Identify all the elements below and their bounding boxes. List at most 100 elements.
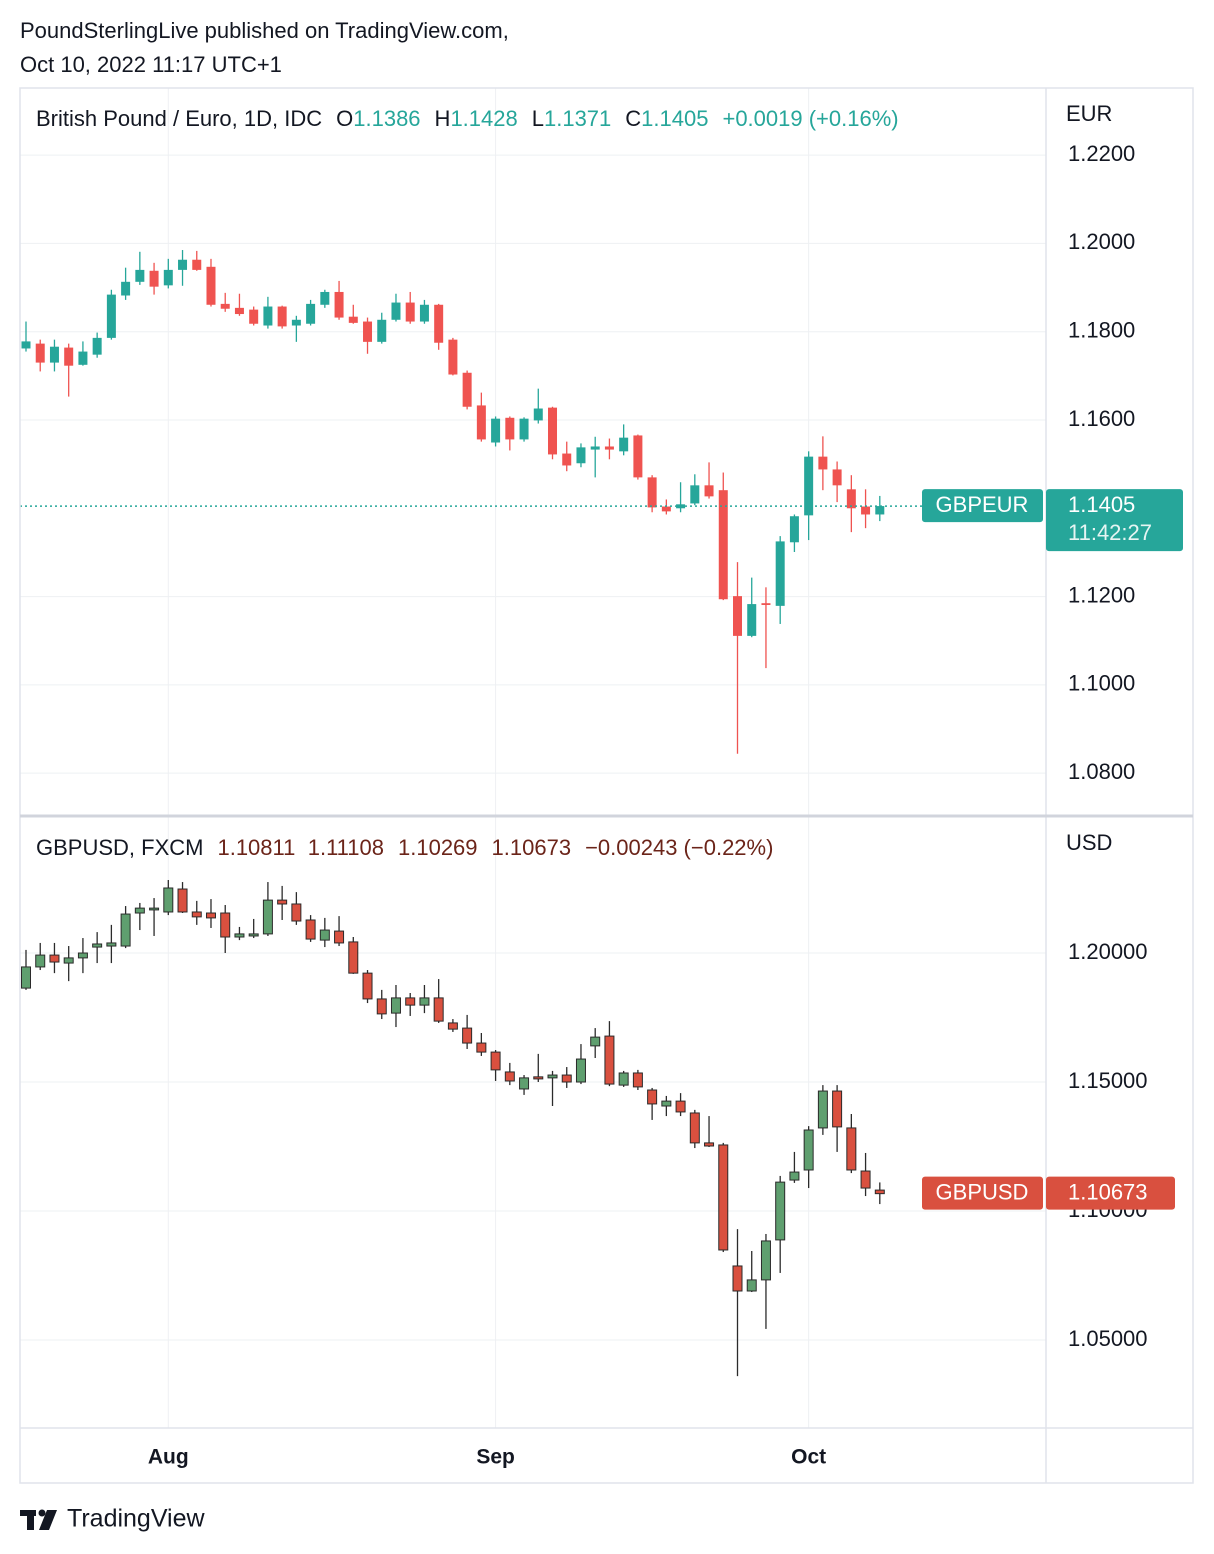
y-tick-label: 1.1000	[1068, 671, 1135, 696]
candle-body	[277, 899, 288, 905]
price-label-box	[1046, 489, 1183, 552]
legend-value: 1.10673	[492, 835, 572, 860]
legend-value: 1.10811	[217, 835, 295, 860]
y-tick-label: 1.20000	[1068, 939, 1148, 964]
price-label-box	[1046, 1176, 1175, 1210]
candle-body	[760, 1240, 771, 1281]
candle-body	[391, 302, 401, 320]
candle-body	[462, 1027, 473, 1044]
candle-body	[376, 998, 387, 1015]
candle-body	[690, 485, 700, 504]
candle-body	[234, 933, 245, 938]
candle-body	[92, 943, 103, 948]
candle-body	[291, 903, 302, 922]
symbol-label-box	[922, 1176, 1043, 1210]
candle-body	[177, 888, 188, 913]
candle-body	[647, 1089, 658, 1105]
candle-body	[476, 1042, 487, 1053]
candle-body	[305, 919, 316, 940]
candle-body	[533, 408, 543, 421]
candle-body	[874, 1189, 885, 1195]
candle-body	[405, 302, 415, 322]
candle-body	[817, 1090, 828, 1129]
candle-body	[590, 1036, 601, 1047]
header-publisher: PoundSterlingLive published on TradingVi…	[20, 18, 509, 43]
candle-body	[63, 957, 74, 964]
price-axis-unit: EUR	[1066, 101, 1112, 126]
candle-body	[149, 907, 160, 911]
candle-body	[803, 1129, 814, 1171]
candle-body	[348, 941, 359, 974]
candle-body	[704, 485, 714, 497]
legend-value: 1.1405	[641, 106, 708, 131]
candle-body	[576, 447, 586, 464]
candle-body	[447, 1022, 458, 1030]
x-tick-label: Oct	[791, 1446, 826, 1469]
candle-body	[220, 912, 231, 938]
candle-body	[732, 1265, 743, 1292]
footer-brand: TradingView	[67, 1505, 206, 1533]
countdown-label: 11:42:27	[1068, 520, 1152, 545]
symbol-label: GBPUSD	[936, 1179, 1029, 1204]
candle-body	[78, 351, 88, 365]
legend-value: 1.10269	[398, 835, 478, 860]
candle-body	[733, 596, 742, 636]
candle-body	[320, 291, 330, 305]
candle-body	[632, 1072, 643, 1088]
candle-body	[362, 972, 373, 1000]
candle-body	[761, 603, 771, 605]
candle-body	[306, 303, 316, 324]
x-tick-label: Aug	[148, 1446, 189, 1469]
legend-value: 1.1386	[353, 106, 420, 131]
candle-body	[234, 307, 244, 315]
candle-body	[192, 259, 202, 270]
candle-body	[35, 343, 45, 363]
candle-body	[178, 259, 188, 270]
y-tick-label: 1.2000	[1068, 229, 1135, 254]
candle-body	[334, 930, 345, 944]
candle-body	[334, 291, 344, 318]
marks-layer	[20, 250, 924, 1377]
candle-body	[547, 1074, 558, 1079]
legend-field-label: H	[435, 106, 451, 131]
legend: British Pound / Euro, 1D, IDC O1.1386 H1.1…	[36, 106, 899, 131]
candle-body	[491, 418, 501, 443]
y-tick-label: 1.05000	[1068, 1326, 1148, 1351]
candle-body	[860, 1170, 871, 1189]
candle-body	[519, 418, 529, 440]
candle-body	[548, 407, 558, 455]
candle-body	[789, 516, 799, 543]
candle-body	[21, 966, 31, 989]
candle-body	[846, 489, 856, 509]
legend-field-label: L	[532, 106, 544, 131]
candle-body	[818, 456, 828, 470]
candle-body	[348, 316, 358, 323]
candle-body	[205, 912, 216, 919]
legend-title: British Pound / Euro, 1D, IDC	[36, 106, 322, 131]
legend-title: GBPUSD, FXCM	[36, 835, 203, 860]
candle-body	[262, 899, 273, 935]
legend-field-label: O	[336, 106, 353, 131]
candle-body	[134, 907, 145, 914]
legend-value: 1.1428	[450, 106, 517, 131]
chart-frame	[19, 87, 1194, 1484]
candle-body	[163, 887, 174, 913]
y-tick-label: 1.1200	[1068, 582, 1135, 607]
candle-body	[206, 266, 216, 305]
candle-body	[49, 346, 59, 363]
candle-body	[248, 933, 259, 937]
candle-body	[419, 997, 430, 1006]
labels-layer: 1.0800 1.1000 1.1200 1.1600 1.1800 1.2000 1.22…	[36, 101, 1183, 1469]
candle-body	[462, 372, 472, 407]
candle-body	[562, 453, 572, 466]
candle-body	[746, 1279, 757, 1292]
candle-body	[775, 1181, 786, 1241]
candle-body	[249, 309, 259, 324]
candle-body	[718, 490, 728, 600]
candle-body	[149, 270, 159, 287]
x-tick-label: Sep	[476, 1446, 515, 1469]
symbol-label: GBPEUR	[936, 492, 1029, 517]
